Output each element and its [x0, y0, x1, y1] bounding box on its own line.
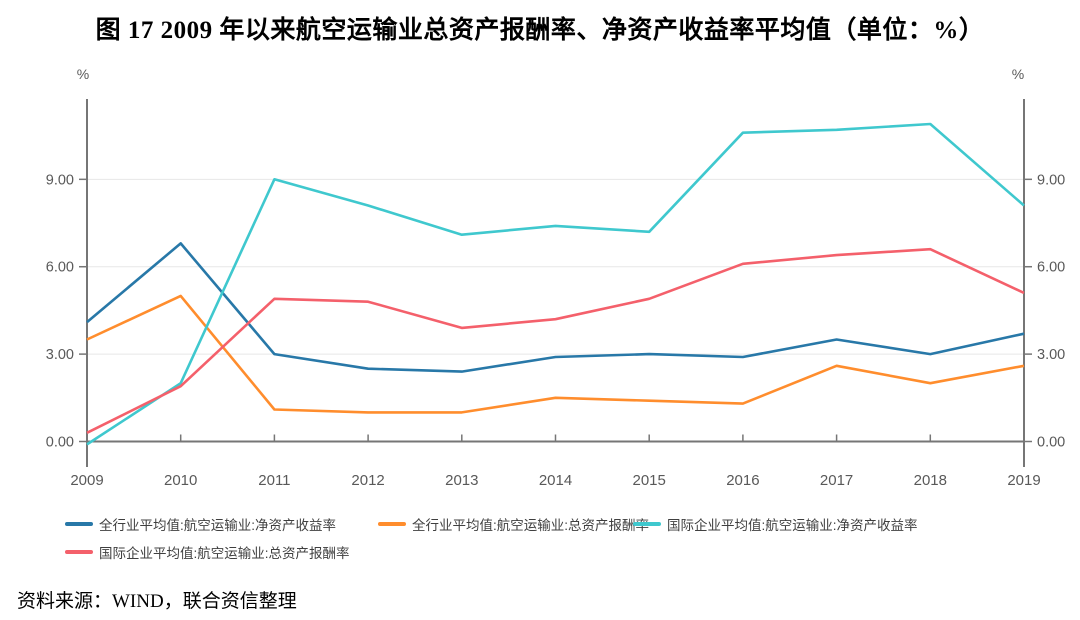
legend-item-label: 全行业平均值:航空运输业:总资产报酬率: [412, 518, 650, 533]
y-tick-label-right: 9.00: [1037, 172, 1065, 188]
series-line-1: [86, 294, 1025, 414]
y-tick-label-left: 3.00: [46, 347, 74, 363]
y-tick-label-right: 0.00: [1037, 435, 1065, 451]
x-tick-label: 2016: [726, 472, 759, 489]
legend-item: 全行业平均值:航空运输业:总资产报酬率: [378, 514, 649, 534]
y-tick-label-left: 9.00: [46, 172, 74, 188]
x-tick-label: 2018: [914, 472, 947, 489]
chart-title: 图 17 2009 年以来航空运输业总资产报酬率、净资产收益率平均值（单位：%）: [95, 17, 985, 44]
legend-item: 全行业平均值:航空运输业:净资产收益率: [65, 514, 336, 534]
legend-marker-line: [65, 522, 93, 526]
x-tick-label: 2013: [445, 472, 478, 489]
series-line-2: [86, 122, 1025, 446]
unit-label-left: %: [77, 66, 89, 82]
x-tick-label: 2015: [633, 472, 666, 489]
legend-item: 国际企业平均值:航空运输业:总资产报酬率: [65, 542, 350, 562]
y-tick-label-right: 3.00: [1037, 347, 1065, 363]
x-tick-label: 2011: [258, 472, 290, 489]
y-tick-label-left: 6.00: [46, 260, 74, 276]
y-tick-label-right: 6.00: [1037, 260, 1065, 276]
legend-item: 国际企业平均值:航空运输业:净资产收益率: [633, 514, 918, 534]
series-line-0: [86, 242, 1025, 373]
legend-item-label: 国际企业平均值:航空运输业:净资产收益率: [667, 518, 918, 533]
legend-item-label: 全行业平均值:航空运输业:净资产收益率: [99, 518, 337, 533]
source-note: 资料来源：WIND，联合资信整理: [17, 591, 297, 612]
legend-marker-line: [378, 522, 406, 526]
unit-label-right: %: [1012, 66, 1024, 82]
x-tick-label: 2012: [351, 472, 384, 489]
y-tick-label-left: 0.00: [46, 435, 74, 451]
x-tick-label: 2017: [820, 472, 853, 489]
legend-marker-line: [65, 550, 93, 554]
series-line-3: [86, 247, 1025, 434]
line-chart: 0.00 0.00 3.00 3.00 6.00 6.00 9.00 9.00% % 2009 20…: [46, 66, 1065, 489]
x-tick-label: 2019: [1007, 472, 1040, 489]
x-tick-label: 2010: [164, 472, 197, 489]
x-tick-label: 2014: [539, 472, 572, 489]
legend-marker-line: [633, 522, 661, 526]
legend-item-label: 国际企业平均值:航空运输业:总资产报酬率: [99, 546, 350, 561]
x-tick-label: 2009: [70, 472, 103, 489]
